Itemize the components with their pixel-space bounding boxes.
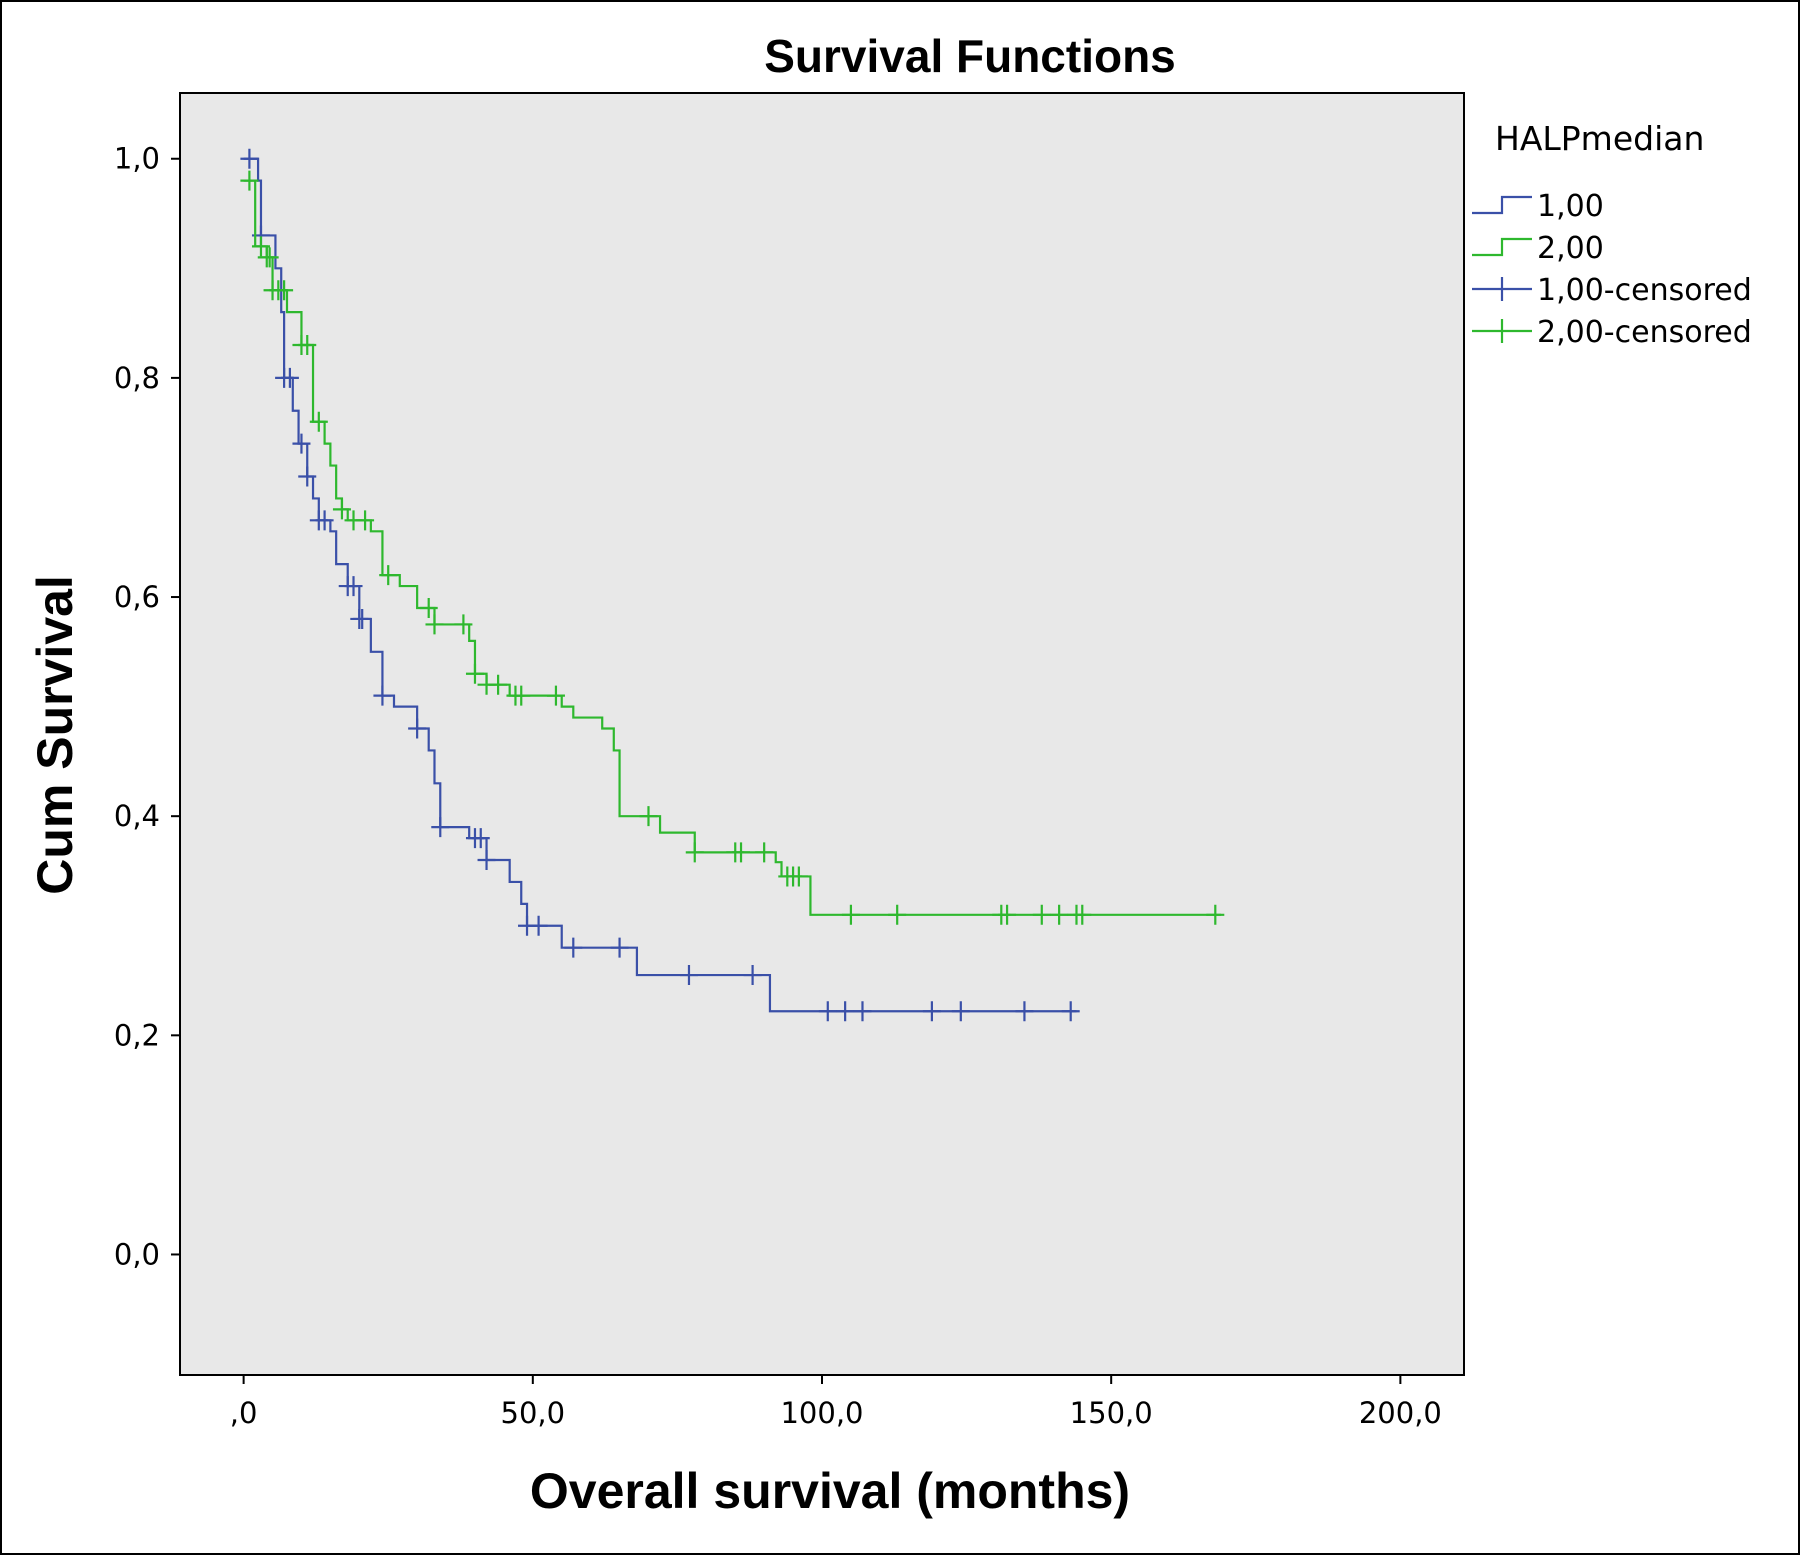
censor-mark-series-2 — [639, 806, 658, 827]
censor-mark-series-2 — [1050, 904, 1069, 925]
censor-mark-series-2 — [841, 904, 860, 925]
censor-mark-series-2 — [1032, 904, 1051, 925]
x-axis-title: Overall survival (months) — [530, 1463, 1130, 1519]
x-tick-label: ,0 — [230, 1396, 258, 1430]
censor-mark-series-2 — [755, 842, 774, 863]
legend-entry: 2,00 — [1472, 231, 1604, 266]
censor-mark-series-2 — [789, 866, 808, 887]
censor-mark-series-1 — [280, 367, 299, 388]
censor-mark-series-2 — [512, 685, 531, 706]
plot-area — [179, 92, 1465, 1376]
censor-mark-series-1 — [344, 576, 363, 597]
censor-mark-series-1 — [529, 915, 548, 936]
legend-label: 2,00-censored — [1537, 315, 1752, 350]
censor-mark-series-1 — [922, 1001, 941, 1022]
survival-curve-series-1 — [243, 157, 1077, 1013]
y-axis: 0,0 0,2 0,4 0,6 0,8 1,0 — [114, 142, 180, 1271]
censor-mark-series-2 — [309, 411, 328, 432]
legend-censor-swatch — [1472, 319, 1532, 343]
legend-title: HALPmedian — [1495, 119, 1704, 158]
censor-mark-series-1 — [431, 817, 450, 838]
y-tick-label: 0,4 — [114, 799, 160, 833]
series-2-group — [240, 170, 1225, 925]
censor-mark-series-2 — [275, 280, 294, 301]
censor-mark-series-2 — [260, 247, 279, 268]
x-axis: ,0 50,0 100,0 150,0 200,0 — [230, 1375, 1442, 1430]
y-axis-title: Cum Survival — [27, 575, 83, 895]
censor-mark-series-1 — [408, 718, 427, 739]
y-tick-label: 0,6 — [114, 580, 160, 614]
censor-mark-series-2 — [332, 499, 351, 520]
censor-mark-series-2 — [454, 614, 473, 635]
legend-entry: 2,00-censored — [1472, 315, 1752, 350]
censor-mark-series-2 — [685, 842, 704, 863]
censor-mark-series-2 — [732, 842, 751, 863]
censor-mark-series-2 — [379, 565, 398, 586]
legend-label: 1,00 — [1537, 189, 1604, 224]
x-tick-label: 150,0 — [1070, 1396, 1153, 1430]
censor-mark-series-1 — [298, 466, 317, 487]
censor-mark-series-2 — [419, 597, 438, 618]
series-layer — [240, 148, 1225, 1022]
x-tick-label: 200,0 — [1359, 1396, 1442, 1430]
y-tick-label: 0,8 — [114, 361, 160, 395]
censor-mark-series-1 — [818, 1001, 837, 1022]
censor-mark-series-1 — [373, 685, 392, 706]
censor-mark-series-1 — [836, 1001, 855, 1022]
legend-step-swatch — [1472, 237, 1532, 257]
legend-entry: 1,00-censored — [1472, 273, 1752, 308]
censor-mark-series-1 — [564, 937, 583, 958]
censor-mark-series-2 — [888, 904, 907, 925]
censor-mark-series-2 — [465, 663, 484, 684]
censor-mark-series-1 — [1015, 1001, 1034, 1022]
legend: HALPmedian 1,00 2,00 1,00-censored 2,00-cen… — [1472, 119, 1752, 350]
censor-mark-series-2 — [1206, 904, 1225, 925]
censor-mark-series-2 — [425, 614, 444, 635]
chart-title: Survival Functions — [764, 30, 1176, 82]
censor-mark-series-1 — [292, 433, 311, 454]
censor-mark-series-2 — [251, 236, 270, 257]
legend-label: 2,00 — [1537, 231, 1604, 266]
censor-mark-series-2 — [489, 674, 508, 695]
censor-mark-series-2 — [356, 510, 375, 531]
censor-mark-series-2 — [1073, 904, 1092, 925]
censor-mark-series-1 — [610, 937, 629, 958]
y-tick-label: 0,2 — [114, 1018, 160, 1052]
censor-mark-series-2 — [298, 335, 317, 356]
y-tick-label: 0,0 — [114, 1237, 160, 1271]
censor-mark-series-2 — [240, 170, 259, 191]
legend-censor-swatch — [1472, 277, 1532, 301]
censor-mark-series-1 — [1061, 1001, 1080, 1022]
censor-mark-series-2 — [998, 904, 1017, 925]
censor-mark-series-1 — [240, 148, 259, 169]
censor-mark-series-1 — [471, 828, 490, 849]
x-tick-label: 50,0 — [501, 1396, 566, 1430]
series-1-group — [240, 148, 1080, 1022]
y-tick-label: 1,0 — [114, 142, 160, 176]
censor-mark-series-1 — [853, 1001, 872, 1022]
x-tick-label: 100,0 — [780, 1396, 863, 1430]
censor-mark-series-1 — [679, 965, 698, 986]
censor-mark-series-1 — [951, 1001, 970, 1022]
legend-label: 1,00-censored — [1537, 273, 1752, 308]
legend-entry: 1,00 — [1472, 189, 1604, 224]
censor-mark-series-1 — [353, 608, 372, 629]
censor-mark-series-1 — [743, 965, 762, 986]
censor-mark-series-2 — [546, 685, 565, 706]
legend-step-swatch — [1472, 195, 1532, 215]
censor-mark-series-1 — [477, 850, 496, 871]
censor-mark-series-1 — [315, 510, 334, 531]
